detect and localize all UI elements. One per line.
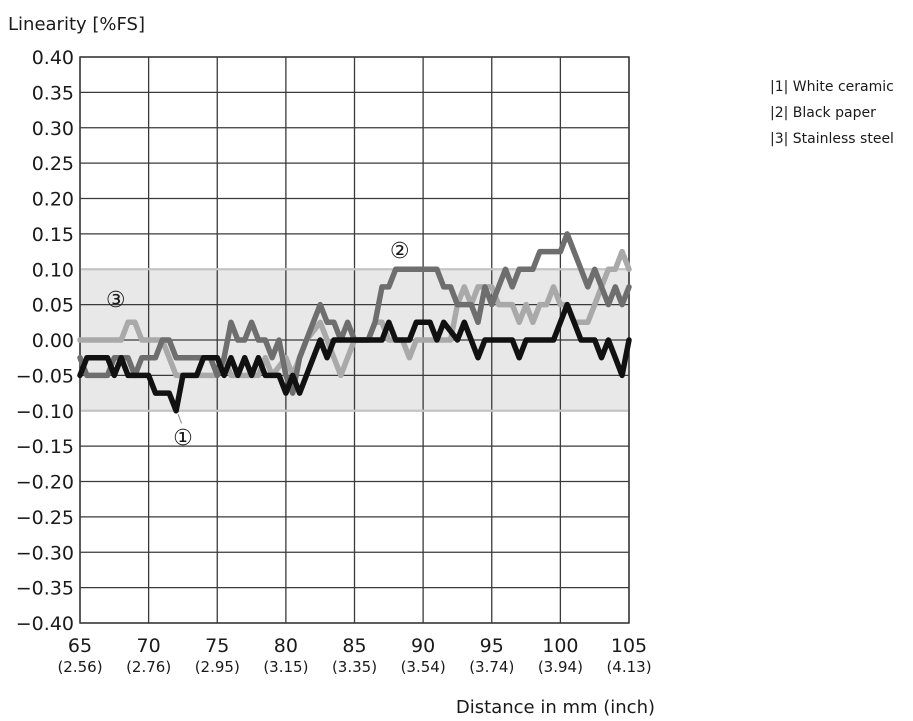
callout-leader-1 — [177, 414, 183, 424]
series-line-2 — [77, 231, 632, 396]
x-tick-label-inch: (3.15) — [263, 658, 308, 676]
x-tick-label: 80 — [274, 635, 298, 657]
x-tick-label: 70 — [137, 635, 161, 657]
y-tick-label: −0.20 — [16, 472, 74, 494]
x-tick-label: 105 — [611, 635, 647, 657]
x-tick-label: 65 — [68, 635, 92, 657]
x-tick-label-inch: (4.13) — [606, 658, 651, 676]
y-tick-label: −0.05 — [16, 365, 74, 387]
y-tick-label: 0.20 — [32, 189, 74, 211]
y-tick-label: 0.10 — [32, 259, 74, 281]
y-tick-label: −0.10 — [16, 401, 74, 423]
x-tick-label-inch: (3.74) — [469, 658, 514, 676]
y-tick-label: 0.30 — [32, 118, 74, 140]
y-tick-label: 0.15 — [32, 224, 74, 246]
x-tick-label-inch: (2.76) — [126, 658, 171, 676]
series-callout-3: ③ — [106, 288, 126, 313]
y-tick-label: −0.30 — [16, 542, 74, 564]
y-tick-label: 0.05 — [32, 295, 74, 317]
legend-entry-stainless-steel: |3| Stainless steel — [770, 131, 894, 147]
y-tick-label: 0.35 — [32, 82, 74, 104]
series-layer — [77, 231, 632, 414]
y-tick-label: −0.15 — [16, 436, 74, 458]
x-tick-label: 75 — [205, 635, 229, 657]
y-tick-label: 0.40 — [32, 47, 74, 69]
series-callout-1: ① — [173, 426, 193, 451]
x-axis-title: Distance in mm (inch) — [456, 697, 655, 718]
x-tick-label: 90 — [411, 635, 435, 657]
x-tick-label-inch: (3.94) — [538, 658, 583, 676]
series-line-1 — [77, 301, 632, 414]
y-axis-title: Linearity [%FS] — [8, 14, 145, 35]
y-tick-label: −0.25 — [16, 507, 74, 529]
y-tick-label: −0.35 — [16, 578, 74, 600]
series-callouts: ① ② ③ — [106, 239, 410, 451]
x-tick-labels: 65(2.56) 70(2.76) 75(2.95) 80(3.15) 85(3.35)… — [57, 635, 651, 676]
legend-entry-black-paper: |2| Black paper — [770, 105, 876, 121]
y-tick-label: 0.00 — [32, 330, 74, 352]
series-callout-2: ② — [390, 239, 410, 264]
x-tick-label-inch: (3.54) — [401, 658, 446, 676]
y-tick-labels: 0.40 0.35 0.30 0.25 0.20 0.15 0.10 0.05 0.00 −0.0… — [16, 47, 74, 635]
x-tick-label-inch: (3.35) — [332, 658, 377, 676]
x-tick-label-inch: (2.56) — [57, 658, 102, 676]
x-tick-label-inch: (2.95) — [195, 658, 240, 676]
x-tick-label: 85 — [342, 635, 366, 657]
y-tick-label: 0.25 — [32, 153, 74, 175]
legend: |1| White ceramic |2| Black paper |3| St… — [770, 77, 894, 155]
x-tick-label: 95 — [480, 635, 504, 657]
y-tick-label: −0.40 — [16, 613, 74, 635]
x-tick-label: 100 — [542, 635, 578, 657]
legend-entry-white-ceramic: |1| White ceramic — [770, 79, 894, 95]
